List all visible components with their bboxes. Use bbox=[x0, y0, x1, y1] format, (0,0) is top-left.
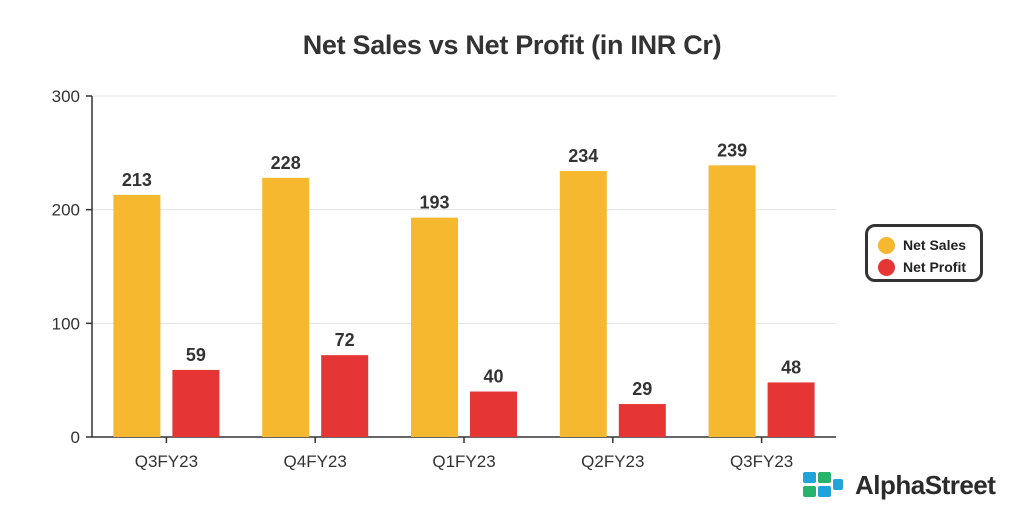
bar-net-profit bbox=[470, 391, 517, 437]
brand-name: AlphaStreet bbox=[855, 470, 996, 500]
bar-net-profit bbox=[321, 355, 369, 437]
bar-net-sales bbox=[411, 217, 458, 437]
legend-swatch-net-sales bbox=[878, 236, 895, 254]
y-tick-label: 100 bbox=[52, 314, 80, 333]
bar-net-sales bbox=[708, 165, 756, 437]
x-tick-label: Q1FY23 bbox=[432, 452, 495, 471]
legend-label-net-sales: Net Sales bbox=[903, 237, 967, 253]
x-tick-label: Q3FY23 bbox=[135, 452, 198, 471]
x-tick-label: Q3FY23 bbox=[730, 452, 793, 471]
data-label-net-profit: 29 bbox=[632, 379, 652, 399]
chart-legend: Net Sales Net Profit bbox=[865, 224, 983, 282]
legend-swatch-net-profit bbox=[878, 258, 895, 276]
bar-net-sales bbox=[262, 177, 310, 437]
legend-item-net-sales: Net Sales bbox=[878, 234, 980, 256]
alphastreet-logo-icon bbox=[803, 471, 843, 497]
bar-net-profit bbox=[618, 404, 666, 437]
y-tick-label: 0 bbox=[71, 428, 80, 447]
legend-item-net-profit: Net Profit bbox=[878, 256, 980, 278]
legend-label-net-profit: Net Profit bbox=[903, 259, 966, 275]
data-label-net-sales: 213 bbox=[122, 170, 152, 190]
x-tick-label: Q2FY23 bbox=[581, 452, 644, 471]
x-tick-label: Q4FY23 bbox=[284, 452, 347, 471]
data-label-net-sales: 193 bbox=[419, 193, 449, 213]
data-label-net-profit: 40 bbox=[483, 367, 503, 387]
bar-net-sales bbox=[113, 194, 161, 437]
y-tick-label: 300 bbox=[52, 87, 80, 106]
data-label-net-sales: 234 bbox=[568, 146, 598, 166]
data-label-net-profit: 72 bbox=[335, 330, 355, 350]
data-label-net-sales: 239 bbox=[717, 140, 747, 160]
data-label-net-profit: 48 bbox=[781, 357, 801, 377]
bar-net-profit bbox=[767, 382, 815, 437]
bar-net-sales bbox=[559, 171, 607, 437]
chart-title: Net Sales vs Net Profit (in INR Cr) bbox=[302, 30, 722, 60]
bar-net-profit bbox=[172, 369, 220, 437]
data-label-net-sales: 228 bbox=[271, 153, 301, 173]
y-tick-label: 200 bbox=[52, 201, 80, 220]
data-label-net-profit: 59 bbox=[186, 345, 206, 365]
brand-logo: AlphaStreet bbox=[803, 470, 996, 501]
